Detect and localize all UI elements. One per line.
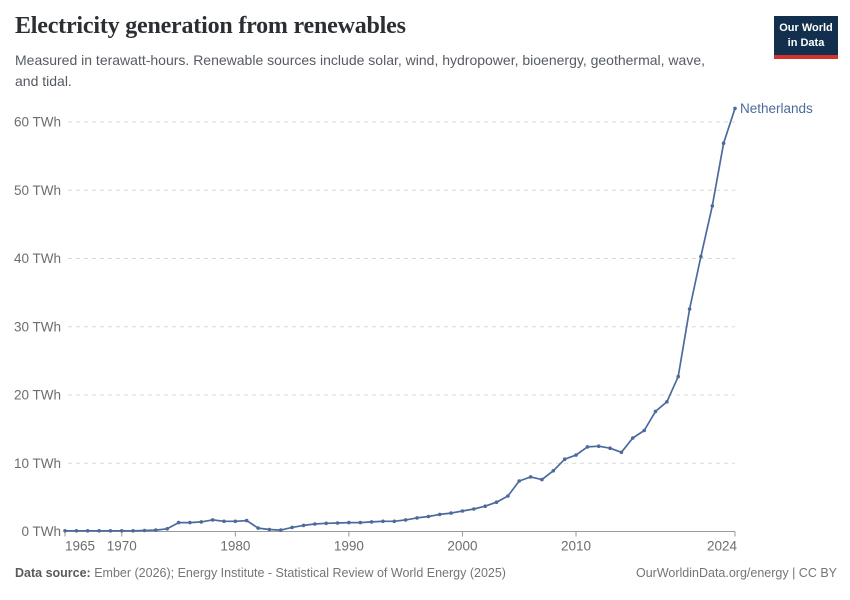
- data-point[interactable]: [154, 528, 158, 532]
- data-point[interactable]: [653, 409, 658, 414]
- data-point[interactable]: [460, 509, 465, 513]
- data-point[interactable]: [608, 446, 612, 451]
- chart-footer: Data source: Ember (2026); Energy Instit…: [15, 566, 837, 580]
- data-point[interactable]: [108, 529, 113, 533]
- x-axis-tick-label: 1990: [334, 539, 364, 554]
- data-point[interactable]: [74, 529, 79, 533]
- data-point[interactable]: [131, 529, 135, 533]
- y-axis-tick-label: 60 TWh: [14, 115, 61, 130]
- data-point[interactable]: [426, 514, 431, 519]
- owid-logo-text: Our World in Data: [774, 16, 838, 55]
- data-point[interactable]: [290, 525, 294, 530]
- owid-url-license[interactable]: OurWorldinData.org/energy | CC BY: [635, 566, 837, 580]
- data-point[interactable]: [63, 529, 67, 533]
- data-point[interactable]: [210, 518, 215, 522]
- data-point[interactable]: [313, 522, 317, 526]
- data-point[interactable]: [585, 445, 590, 449]
- y-axis-tick-label: 30 TWh: [14, 319, 61, 334]
- data-point[interactable]: [676, 374, 680, 379]
- y-axis-tick-label: 40 TWh: [14, 251, 61, 266]
- data-point[interactable]: [506, 494, 510, 498]
- data-point[interactable]: [528, 475, 533, 479]
- data-point[interactable]: [301, 523, 306, 528]
- data-point[interactable]: [233, 519, 238, 524]
- y-axis-tick-label: 20 TWh: [14, 388, 61, 403]
- data-point[interactable]: [449, 511, 453, 515]
- x-axis-tick-label: 2010: [561, 539, 591, 554]
- data-point[interactable]: [199, 520, 204, 524]
- x-axis-tick-label: 1970: [107, 539, 137, 554]
- data-point[interactable]: [120, 529, 124, 533]
- data-point[interactable]: [699, 254, 703, 259]
- data-point[interactable]: [517, 479, 521, 483]
- data-point[interactable]: [733, 106, 737, 111]
- owid-logo-line2: in Data: [787, 36, 825, 49]
- data-point[interactable]: [85, 529, 90, 533]
- data-source-label: Data source:: [15, 566, 91, 580]
- data-point[interactable]: [472, 507, 476, 511]
- data-point[interactable]: [244, 518, 249, 523]
- data-point[interactable]: [358, 520, 363, 525]
- data-point[interactable]: [142, 528, 147, 533]
- x-axis-tick-label: 2000: [447, 539, 477, 554]
- data-point[interactable]: [619, 450, 624, 455]
- data-point[interactable]: [710, 204, 715, 208]
- data-point[interactable]: [369, 520, 374, 524]
- data-point[interactable]: [631, 436, 635, 440]
- data-line-netherlands[interactable]: [64, 107, 736, 532]
- data-point[interactable]: [403, 518, 408, 522]
- data-point[interactable]: [97, 529, 101, 533]
- owid-logo-line1: Our World: [779, 22, 833, 34]
- page-subtitle: Measured in terawatt-hours. Renewable so…: [15, 52, 705, 89]
- data-point[interactable]: [381, 519, 385, 524]
- data-point[interactable]: [188, 520, 192, 525]
- data-point[interactable]: [687, 307, 692, 311]
- data-point[interactable]: [596, 444, 601, 449]
- data-point[interactable]: [721, 141, 726, 145]
- data-point[interactable]: [335, 521, 340, 525]
- data-point[interactable]: [494, 500, 499, 505]
- data-point[interactable]: [483, 504, 488, 509]
- data-point[interactable]: [540, 477, 544, 482]
- page-title: Electricity generation from renewables: [15, 13, 406, 39]
- data-point[interactable]: [642, 428, 646, 433]
- data-point[interactable]: [562, 457, 567, 462]
- data-point[interactable]: [665, 400, 669, 404]
- y-axis-tick-label: 0 TWh: [21, 524, 61, 539]
- owid-logo[interactable]: Our World in Data: [774, 16, 838, 59]
- data-point[interactable]: [392, 519, 397, 524]
- data-point[interactable]: [267, 527, 272, 532]
- y-axis-tick-label: 10 TWh: [14, 456, 61, 471]
- data-point[interactable]: [551, 469, 556, 473]
- data-point[interactable]: [415, 516, 419, 520]
- data-source-text: Ember (2026); Energy Institute - Statist…: [94, 566, 506, 580]
- data-point[interactable]: [176, 520, 181, 525]
- series-label[interactable]: Netherlands: [740, 101, 813, 116]
- data-point[interactable]: [256, 526, 260, 530]
- data-point[interactable]: [437, 512, 442, 517]
- data-point[interactable]: [574, 453, 578, 457]
- data-point[interactable]: [222, 519, 226, 524]
- owid-logo-accent-bar: [774, 54, 838, 59]
- data-source-note: Data source: Ember (2026); Energy Instit…: [15, 566, 506, 580]
- x-axis-tick-label: 1965: [65, 539, 95, 554]
- y-axis-tick-label: 50 TWh: [14, 183, 61, 198]
- data-point[interactable]: [165, 527, 169, 531]
- data-point[interactable]: [279, 528, 283, 532]
- x-axis-tick-label: 2024: [707, 539, 738, 554]
- x-axis-tick-label: 1980: [220, 539, 250, 554]
- data-point[interactable]: [324, 521, 329, 526]
- data-point[interactable]: [347, 520, 351, 525]
